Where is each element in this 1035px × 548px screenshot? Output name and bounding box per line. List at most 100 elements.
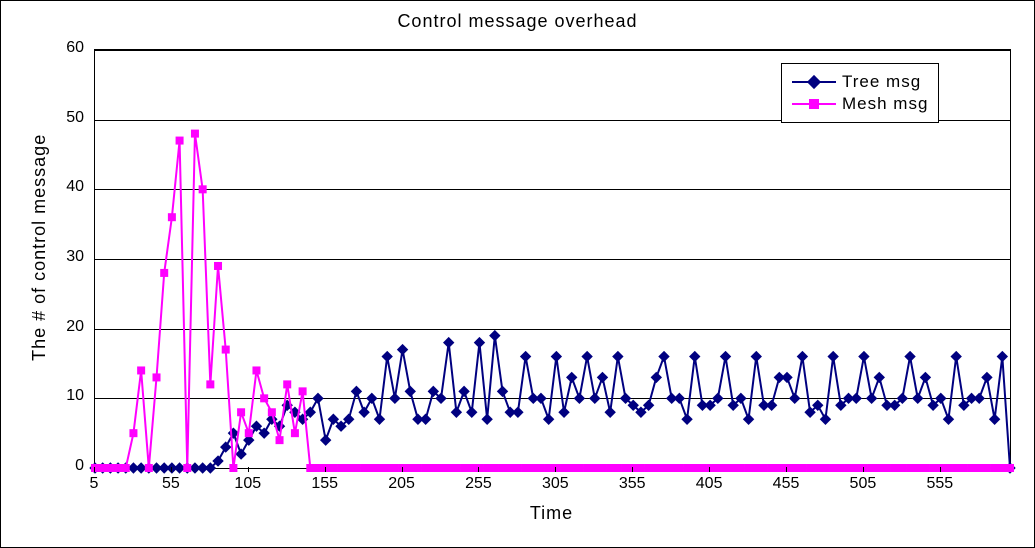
- marker: [990, 414, 1000, 424]
- marker: [630, 465, 637, 472]
- legend-item: Mesh msg: [792, 94, 928, 114]
- legend-label: Mesh msg: [842, 94, 928, 114]
- marker: [537, 465, 544, 472]
- marker: [945, 465, 952, 472]
- marker: [368, 465, 375, 472]
- marker: [744, 414, 754, 424]
- marker: [753, 465, 760, 472]
- marker: [399, 465, 406, 472]
- marker: [874, 372, 884, 382]
- marker: [997, 352, 1007, 362]
- marker: [968, 465, 975, 472]
- marker: [284, 381, 291, 388]
- marker: [876, 465, 883, 472]
- x-tick-label: 205: [388, 475, 415, 493]
- marker: [374, 414, 384, 424]
- marker: [353, 465, 360, 472]
- marker: [899, 465, 906, 472]
- marker: [721, 352, 731, 362]
- marker: [820, 414, 830, 424]
- marker: [405, 386, 415, 396]
- x-tick: [402, 467, 403, 472]
- marker: [745, 465, 752, 472]
- marker: [482, 414, 492, 424]
- marker: [791, 465, 798, 472]
- marker: [438, 465, 445, 472]
- marker: [797, 352, 807, 362]
- marker: [536, 393, 546, 403]
- marker: [651, 372, 661, 382]
- marker: [359, 407, 369, 417]
- marker: [597, 372, 607, 382]
- marker: [115, 465, 122, 472]
- x-tick-label: 105: [234, 475, 261, 493]
- marker: [845, 465, 852, 472]
- marker: [567, 372, 577, 382]
- y-tick-label: 50: [66, 109, 84, 127]
- marker: [828, 352, 838, 362]
- marker: [384, 465, 391, 472]
- marker: [659, 352, 669, 362]
- marker: [476, 465, 483, 472]
- x-tick-label: 5: [90, 475, 99, 493]
- marker: [122, 465, 129, 472]
- marker: [859, 352, 869, 362]
- marker: [913, 393, 923, 403]
- marker: [922, 465, 929, 472]
- x-axis-title: Time: [94, 503, 1009, 524]
- marker: [545, 465, 552, 472]
- marker: [191, 130, 198, 137]
- marker: [484, 465, 491, 472]
- marker: [330, 465, 337, 472]
- marker: [860, 465, 867, 472]
- marker: [445, 465, 452, 472]
- marker: [92, 465, 99, 472]
- x-tick: [171, 467, 172, 472]
- marker: [551, 352, 561, 362]
- marker: [207, 381, 214, 388]
- marker: [607, 465, 614, 472]
- marker: [599, 465, 606, 472]
- marker: [422, 465, 429, 472]
- chart-frame: Control message overhead The # of contro…: [0, 0, 1035, 548]
- x-tick: [325, 467, 326, 472]
- marker: [576, 465, 583, 472]
- x-tick: [248, 467, 249, 472]
- marker: [590, 393, 600, 403]
- marker: [674, 393, 684, 403]
- marker: [699, 465, 706, 472]
- marker: [991, 465, 998, 472]
- x-tick-label: 55: [162, 475, 180, 493]
- marker: [776, 465, 783, 472]
- marker: [614, 465, 621, 472]
- marker: [867, 393, 877, 403]
- marker: [513, 407, 523, 417]
- x-tick-label: 405: [696, 475, 723, 493]
- marker: [390, 393, 400, 403]
- marker: [238, 409, 245, 416]
- marker: [391, 465, 398, 472]
- legend: Tree msgMesh msg: [781, 63, 939, 123]
- marker: [953, 465, 960, 472]
- marker: [184, 465, 191, 472]
- marker: [407, 465, 414, 472]
- marker: [414, 465, 421, 472]
- marker: [982, 372, 992, 382]
- marker: [199, 186, 206, 193]
- marker: [467, 407, 477, 417]
- chart-title: Control message overhead: [1, 11, 1034, 32]
- marker: [853, 465, 860, 472]
- marker: [883, 465, 890, 472]
- marker: [907, 465, 914, 472]
- marker: [521, 352, 531, 362]
- marker: [544, 414, 554, 424]
- marker: [684, 465, 691, 472]
- marker: [790, 393, 800, 403]
- marker: [253, 367, 260, 374]
- marker: [707, 465, 714, 472]
- marker: [868, 465, 875, 472]
- y-tick-label: 60: [66, 39, 84, 57]
- marker: [376, 465, 383, 472]
- marker: [760, 465, 767, 472]
- marker: [943, 414, 953, 424]
